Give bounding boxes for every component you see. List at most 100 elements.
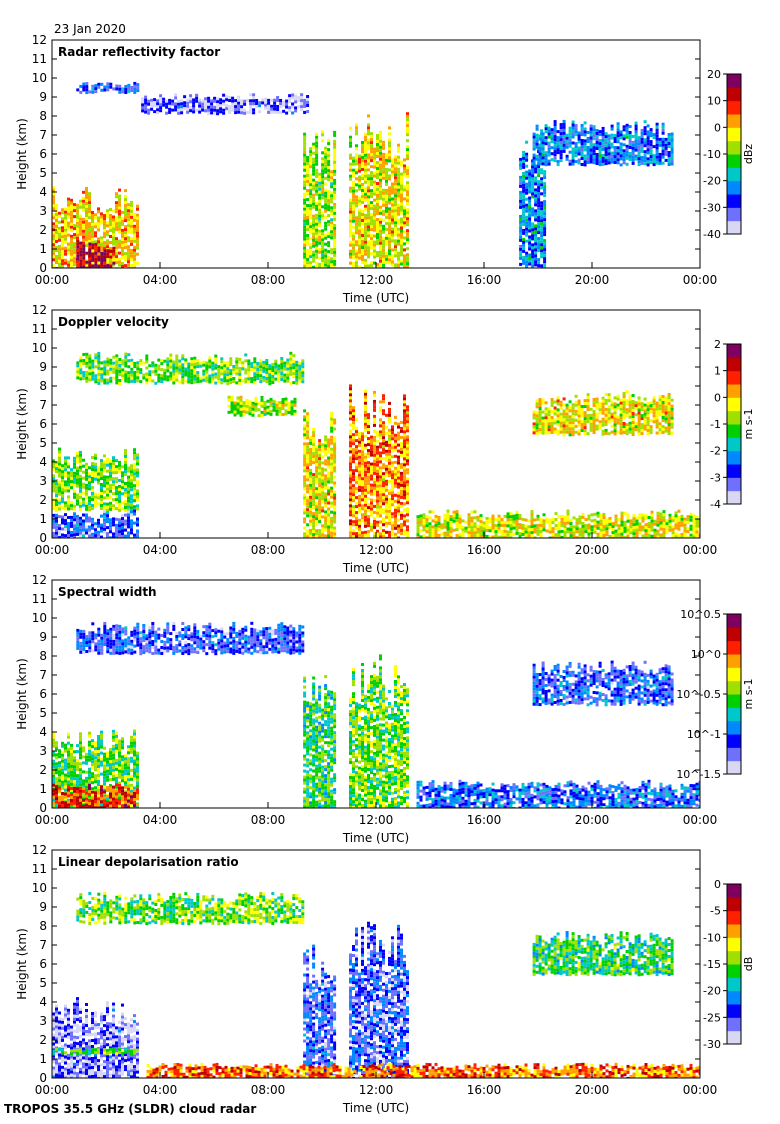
radar-cell xyxy=(91,495,94,498)
radar-cell xyxy=(373,415,376,418)
radar-cell xyxy=(76,373,79,376)
radar-cell xyxy=(599,130,602,133)
radar-cell xyxy=(109,368,112,371)
radar-cell xyxy=(569,130,572,133)
radar-cell xyxy=(605,135,608,138)
radar-cell xyxy=(136,468,139,471)
radar-cell xyxy=(321,214,324,217)
radar-cell xyxy=(358,480,361,483)
radar-cell xyxy=(614,152,617,155)
radar-cell xyxy=(376,155,379,158)
radar-cell xyxy=(202,376,205,379)
radar-cell xyxy=(403,221,406,224)
radar-cell xyxy=(306,258,309,261)
radar-cell xyxy=(58,515,61,518)
radar-cell xyxy=(367,159,370,162)
radar-cell xyxy=(388,456,391,459)
radar-cell xyxy=(330,194,333,197)
radar-cell xyxy=(168,99,171,102)
radar-cell xyxy=(181,363,184,366)
radar-cell xyxy=(599,151,602,154)
radar-cell xyxy=(596,162,599,165)
radar-cell xyxy=(543,203,546,206)
radar-cell xyxy=(231,109,234,112)
radar-cell xyxy=(162,98,165,101)
radar-cell xyxy=(76,210,79,213)
radar-cell xyxy=(109,226,112,229)
radar-cell xyxy=(330,496,333,499)
radar-cell xyxy=(321,178,324,181)
radar-cell xyxy=(61,244,64,247)
radar-cell xyxy=(261,414,264,417)
radar-cell xyxy=(277,373,280,376)
radar-cell xyxy=(103,522,106,525)
radar-cell xyxy=(385,162,388,165)
radar-cell xyxy=(388,432,391,435)
radar-cell xyxy=(235,363,238,366)
radar-cell xyxy=(97,361,100,364)
radar-cell xyxy=(312,458,315,461)
radar-cell xyxy=(309,147,312,150)
radar-cell xyxy=(124,455,127,458)
radar-cell xyxy=(333,215,336,218)
radar-cell xyxy=(385,426,388,429)
radar-cell xyxy=(554,153,557,156)
radar-cell xyxy=(259,380,262,383)
radar-cell xyxy=(584,148,587,151)
radar-cell xyxy=(130,228,133,231)
radar-cell xyxy=(199,362,202,365)
radar-cell xyxy=(264,107,267,110)
radar-cell xyxy=(237,400,240,403)
radar-cell xyxy=(216,106,219,109)
radar-cell xyxy=(385,513,388,516)
radar-cell xyxy=(578,153,581,156)
radar-cell xyxy=(333,458,336,461)
radar-cell xyxy=(306,475,309,478)
radar-cell xyxy=(632,144,635,147)
radar-cell xyxy=(271,372,274,375)
radar-cell xyxy=(124,252,127,255)
radar-cell xyxy=(82,514,85,517)
radar-cell xyxy=(364,405,367,408)
radar-cell xyxy=(367,452,370,455)
radar-cell xyxy=(394,254,397,257)
radar-cell xyxy=(641,147,644,150)
radar-cell xyxy=(312,491,315,494)
radar-cell xyxy=(367,443,370,446)
radar-cell xyxy=(318,176,321,179)
radar-cell xyxy=(133,240,136,243)
radar-cell xyxy=(611,125,614,128)
radar-cell xyxy=(406,217,409,220)
radar-cell xyxy=(67,504,70,507)
radar-cell xyxy=(560,147,563,150)
radar-cell xyxy=(373,160,376,163)
radar-cell xyxy=(537,213,540,216)
radar-cell xyxy=(61,506,64,509)
radar-cell xyxy=(665,141,668,144)
radar-cell xyxy=(300,99,303,102)
radar-cell xyxy=(522,178,525,181)
radar-cell xyxy=(61,211,64,214)
radar-cell xyxy=(623,158,626,161)
radar-cell xyxy=(124,520,127,523)
radar-cell xyxy=(611,128,614,131)
radar-cell xyxy=(543,251,546,254)
radar-cell xyxy=(379,493,382,496)
radar-cell xyxy=(333,467,336,470)
radar-cell xyxy=(196,362,199,365)
radar-cell xyxy=(172,370,175,373)
radar-cell xyxy=(349,262,352,265)
radar-cell xyxy=(324,243,327,246)
radar-cell xyxy=(321,461,324,464)
radar-cell xyxy=(596,135,599,138)
radar-cell xyxy=(130,258,133,261)
radar-cell xyxy=(270,398,273,401)
radar-cell xyxy=(109,466,112,469)
radar-cell xyxy=(534,197,537,200)
radar-cell xyxy=(352,163,355,166)
radar-cell xyxy=(370,264,373,267)
radar-cell xyxy=(115,255,118,258)
radar-cell xyxy=(253,360,256,363)
radar-cell xyxy=(76,234,79,237)
radar-cell xyxy=(156,108,159,111)
